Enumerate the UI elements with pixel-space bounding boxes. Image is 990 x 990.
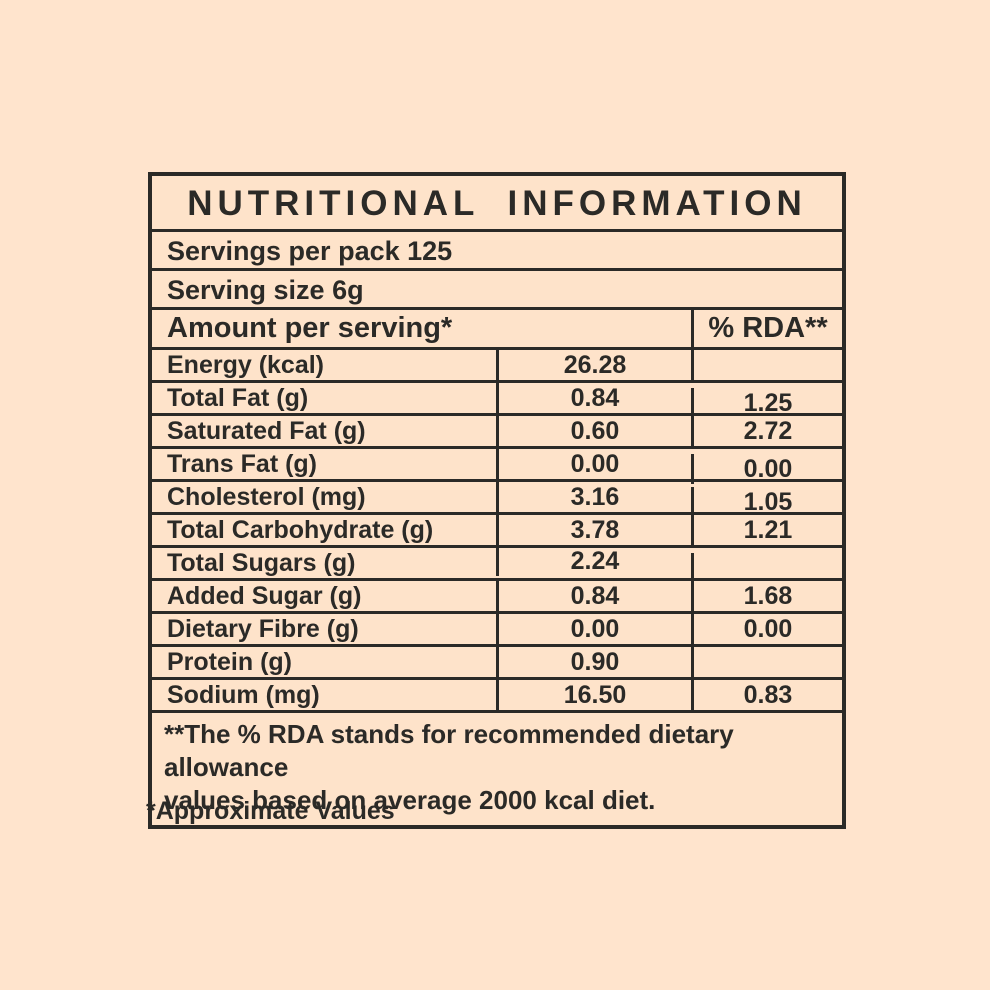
nutrient-value: 2.24 <box>496 546 691 576</box>
servings-per-pack: Servings per pack 125 <box>152 232 842 271</box>
nutrient-label: Total Sugars (g) <box>167 549 356 577</box>
table-row-energy: Energy (kcal) 26.28 <box>152 350 842 383</box>
nutrient-value: 3.78 <box>496 515 691 545</box>
nutrient-rda: 0.00 <box>691 454 842 484</box>
serving-size: Serving size 6g <box>152 271 842 310</box>
nutrient-rda <box>691 647 842 677</box>
nutrient-value: 26.28 <box>496 350 691 380</box>
nutrient-label: Energy (kcal) <box>167 351 325 379</box>
nutrient-value: 0.00 <box>496 614 691 644</box>
rda-footnote-line1: **The % RDA stands for recommended dieta… <box>164 719 734 782</box>
nutrient-rda <box>691 553 842 583</box>
table-row-sodium: Sodium (mg) 16.50 0.83 <box>152 680 842 713</box>
table-row-total-carbohydrate: Total Carbohydrate (g) 3.78 1.21 <box>152 515 842 548</box>
rda-footnote-line2: values based on average 2000 kcal diet. <box>164 785 656 815</box>
table-row-saturated-fat: Saturated Fat (g) 0.60 2.72 <box>152 416 842 449</box>
rda-header: % RDA** <box>691 310 842 347</box>
table-row-total-sugars: Total Sugars (g) 2.24 <box>152 546 842 583</box>
table-row-trans-fat: Trans Fat (g) 0.00 0.00 <box>152 449 842 484</box>
nutrient-rda <box>691 350 842 380</box>
nutrient-value: 0.84 <box>496 383 691 413</box>
nutrition-facts-table: NUTRITIONAL INFORMATION Servings per pac… <box>148 172 846 829</box>
nutrient-rda: 2.72 <box>691 416 842 446</box>
nutrient-rda: 0.83 <box>691 680 842 710</box>
nutrient-value: 0.84 <box>496 581 691 611</box>
nutrient-label: Total Carbohydrate (g) <box>167 516 434 544</box>
nutrient-label: Trans Fat (g) <box>167 450 318 478</box>
table-row-protein: Protein (g) 0.90 <box>152 647 842 680</box>
column-header-row: Amount per serving* % RDA** <box>152 310 842 350</box>
nutrient-label: Added Sugar (g) <box>167 582 362 610</box>
table-title: NUTRITIONAL INFORMATION <box>152 176 842 232</box>
nutrient-label: Dietary Fibre (g) <box>167 615 359 643</box>
nutrient-label: Cholesterol (mg) <box>167 483 366 511</box>
nutrient-rda: 1.68 <box>691 581 842 611</box>
table-row-total-fat: Total Fat (g) 0.84 1.25 <box>152 383 842 418</box>
amount-per-serving-header: Amount per serving* <box>167 312 453 344</box>
nutrient-value: 3.16 <box>496 482 691 512</box>
nutrient-label: Saturated Fat (g) <box>167 417 366 445</box>
nutrient-rda: 1.05 <box>691 487 842 517</box>
nutrient-label: Total Fat (g) <box>167 384 309 412</box>
nutrient-label: Protein (g) <box>167 648 292 676</box>
nutrient-value: 0.60 <box>496 416 691 446</box>
nutrient-rda: 1.25 <box>691 388 842 418</box>
table-row-dietary-fibre: Dietary Fibre (g) 0.00 0.00 <box>152 614 842 647</box>
nutrient-label: Sodium (mg) <box>167 681 320 709</box>
approximate-values-note: *Approximate Values <box>146 797 395 825</box>
nutrient-value: 0.00 <box>496 449 691 479</box>
nutrient-rda: 1.21 <box>691 515 842 545</box>
nutrient-value: 16.50 <box>496 680 691 710</box>
table-row-cholesterol: Cholesterol (mg) 3.16 1.05 <box>152 482 842 517</box>
table-row-added-sugar: Added Sugar (g) 0.84 1.68 <box>152 581 842 614</box>
rda-footnote: **The % RDA stands for recommended dieta… <box>152 713 842 825</box>
nutrient-value: 0.90 <box>496 647 691 677</box>
nutrient-rda: 0.00 <box>691 614 842 644</box>
